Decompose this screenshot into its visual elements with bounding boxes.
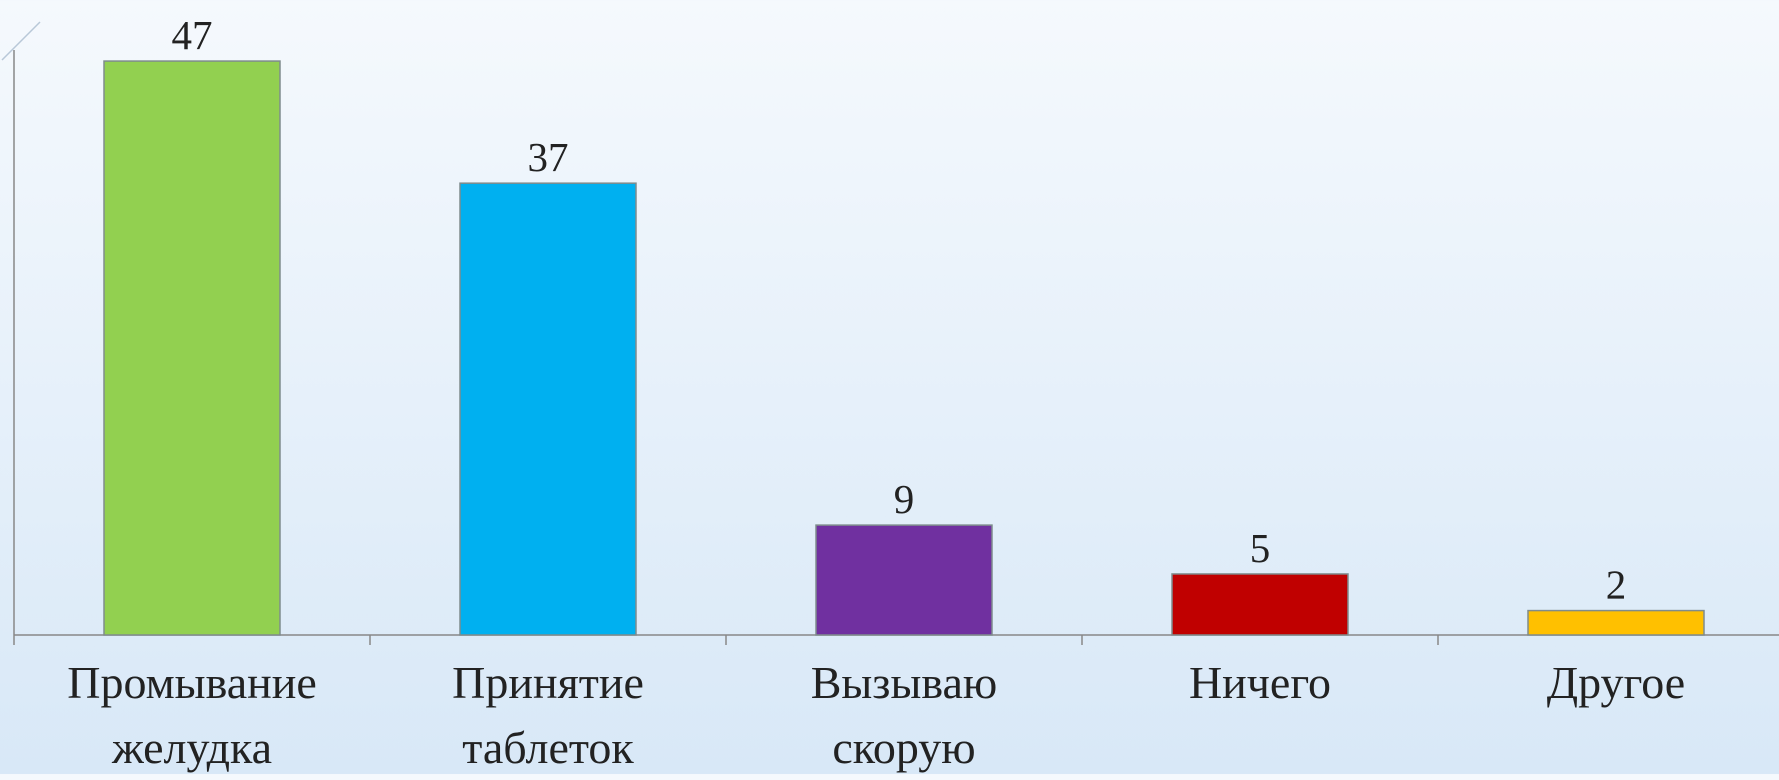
corner-decoration: [1, 21, 41, 61]
data-label: 5: [1250, 525, 1271, 571]
x-tick-label: Другое: [1546, 657, 1686, 708]
data-label: 2: [1606, 562, 1627, 608]
x-tick-label: Принятие таблеток: [452, 657, 644, 773]
data-label: 9: [894, 476, 915, 522]
bar: [815, 524, 993, 636]
data-label: 47: [172, 12, 213, 58]
x-tick-label: Ничего: [1188, 657, 1332, 708]
bar: [103, 60, 281, 636]
bar: [1527, 609, 1705, 636]
bar: [459, 182, 637, 636]
x-tick-label: Промывание желудка: [67, 657, 317, 773]
bar: [1171, 573, 1349, 636]
data-label: 37: [528, 134, 569, 180]
x-tick-label: Вызываю скорую: [810, 657, 998, 773]
